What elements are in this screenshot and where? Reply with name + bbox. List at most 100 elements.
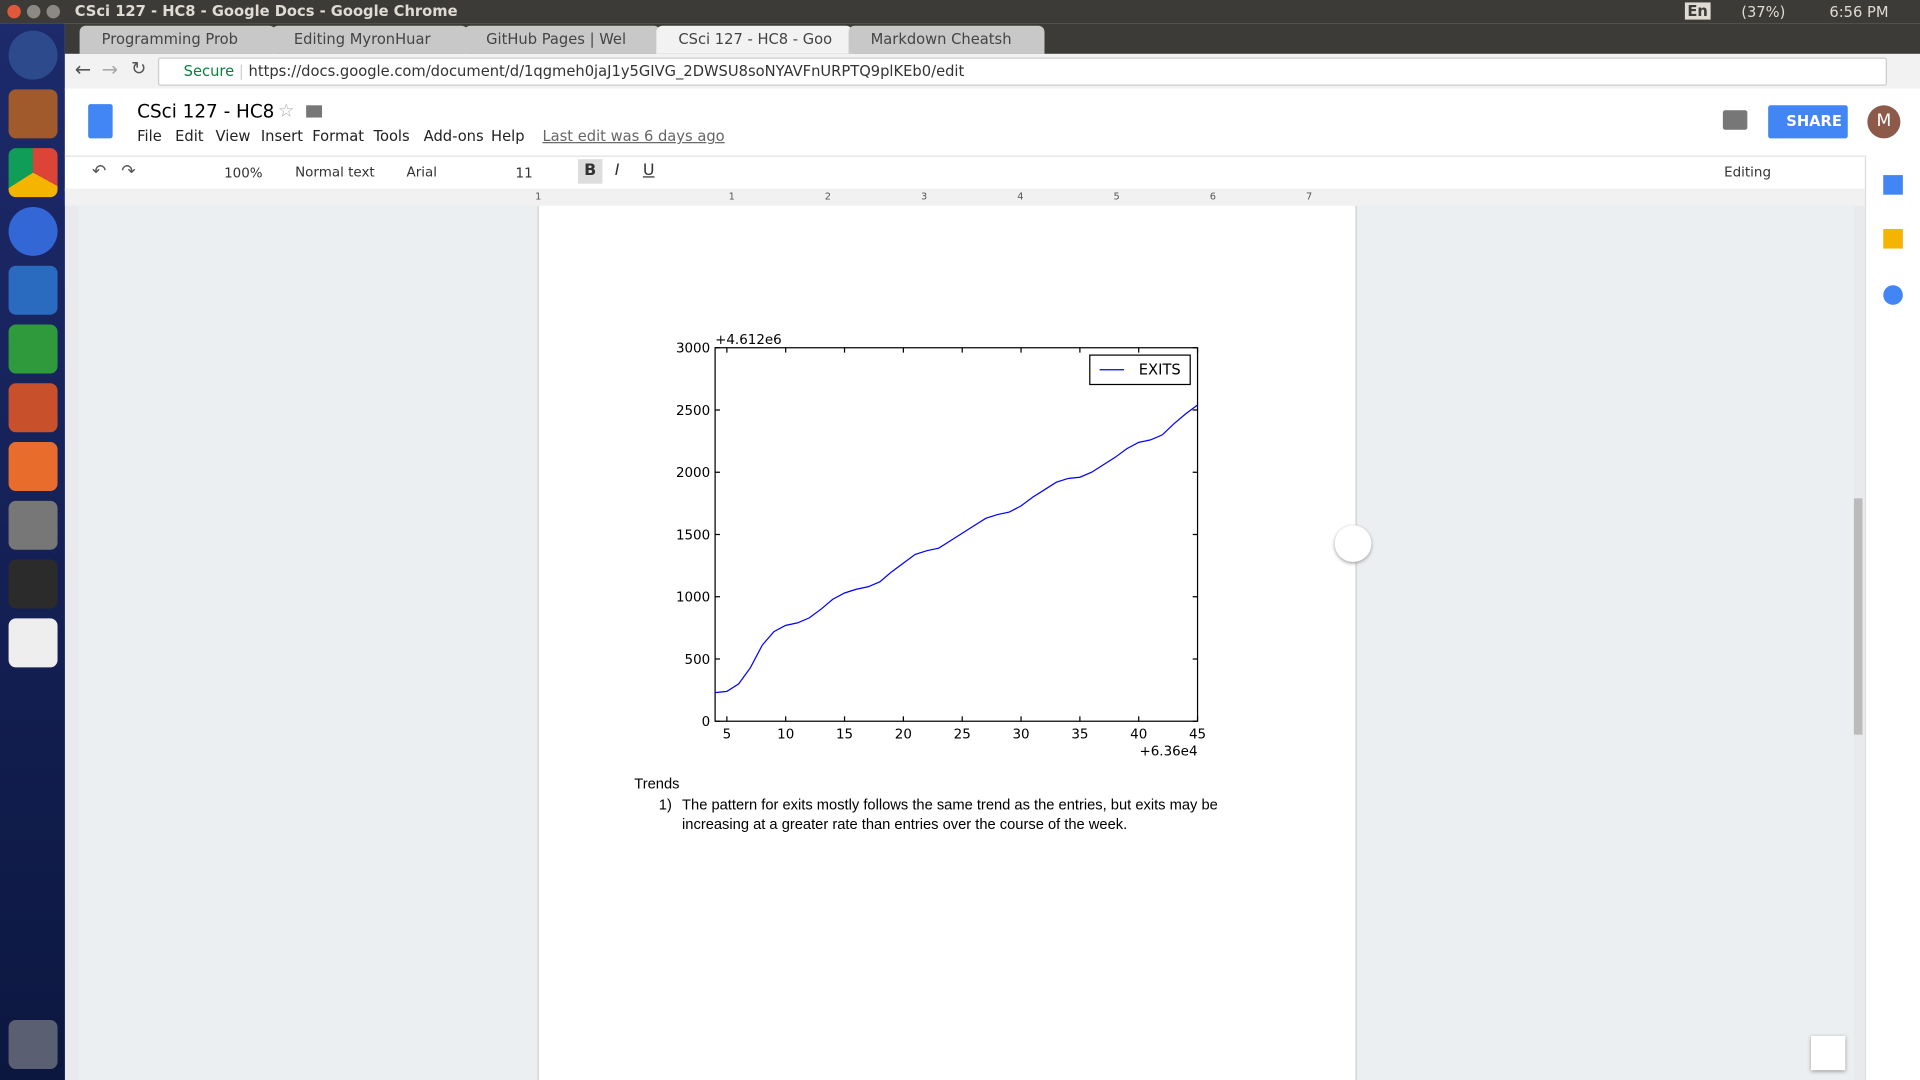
menu-item[interactable]: File bbox=[137, 127, 162, 145]
x-offset-label: +6.36e4 bbox=[1139, 745, 1197, 760]
tab[interactable]: CSci 127 - HC8 - Goo bbox=[656, 25, 853, 54]
back-button[interactable]: ← bbox=[74, 57, 92, 81]
omnibox[interactable]: Secure | https://docs.google.com/documen… bbox=[157, 57, 1887, 86]
calendar-icon[interactable] bbox=[1883, 175, 1903, 195]
legend-label: EXITS bbox=[1139, 362, 1181, 379]
chart: 0 500 1000 1500 2000 2500 3000 5 10 15 20 25 30 35 40 4… bbox=[676, 333, 1206, 760]
heading: Trends bbox=[634, 775, 680, 793]
menu-item[interactable]: Tools bbox=[373, 127, 410, 145]
calc-icon[interactable] bbox=[8, 324, 58, 374]
maximize-button[interactable] bbox=[46, 4, 60, 19]
x-tick-label: 25 bbox=[954, 727, 971, 742]
minimize-button[interactable] bbox=[26, 4, 41, 19]
ruler-label: 1 bbox=[535, 191, 542, 203]
avatar[interactable]: M bbox=[1867, 105, 1901, 139]
url: https://docs.google.com/document/d/1qgme… bbox=[248, 62, 965, 80]
tab[interactable]: Programming Prob bbox=[79, 25, 276, 54]
italic[interactable]: I bbox=[614, 161, 620, 180]
tab-strip: Programming Prob Editing MyronHuar GitHub … bbox=[64, 23, 1920, 54]
impress-icon[interactable] bbox=[8, 383, 58, 433]
mode-select[interactable]: Editing bbox=[1724, 164, 1771, 180]
ruler-label: 4 bbox=[1017, 191, 1024, 203]
size-select[interactable]: 11 bbox=[515, 165, 533, 182]
underline[interactable]: U bbox=[642, 161, 655, 180]
y-tick-label: 3000 bbox=[676, 342, 710, 357]
settings-icon[interactable] bbox=[8, 500, 58, 550]
forward-button[interactable]: → bbox=[101, 57, 119, 81]
font-select[interactable]: Arial bbox=[406, 164, 438, 180]
comments-icon[interactable] bbox=[1722, 110, 1748, 130]
secure-label: Secure bbox=[183, 62, 235, 80]
side-panel bbox=[1864, 155, 1920, 1080]
dash-icon[interactable] bbox=[8, 30, 58, 80]
x-tick-label: 45 bbox=[1189, 727, 1206, 742]
tab[interactable]: Editing MyronHuar bbox=[271, 25, 468, 54]
menu-item[interactable]: Insert bbox=[260, 127, 303, 145]
explore-button[interactable] bbox=[1811, 1035, 1846, 1071]
y-tick-label: 1000 bbox=[676, 591, 710, 606]
x-tick-label: 30 bbox=[1012, 727, 1029, 742]
last-edit[interactable]: Last edit was 6 days ago bbox=[542, 127, 725, 145]
style-select[interactable]: Normal text bbox=[295, 164, 375, 180]
battery[interactable]: (37%) bbox=[1741, 3, 1786, 21]
window-title: CSci 127 - HC8 - Google Docs - Google Ch… bbox=[74, 2, 458, 20]
redo[interactable]: ↷ bbox=[121, 161, 136, 182]
menu-item[interactable]: Format bbox=[312, 127, 365, 145]
amazon-icon[interactable] bbox=[8, 618, 58, 668]
clock[interactable]: 6:56 PM bbox=[1829, 3, 1889, 21]
address-bar: ← → ↻ Secure | https://docs.google.com/d… bbox=[64, 53, 1920, 90]
doc-title[interactable]: CSci 127 - HC8 bbox=[137, 100, 275, 123]
chromium-icon[interactable] bbox=[8, 206, 58, 256]
language[interactable]: En bbox=[1684, 2, 1711, 20]
terminal-icon[interactable] bbox=[8, 559, 58, 609]
menu-item[interactable]: Help bbox=[491, 127, 525, 145]
ruler-label: 1 bbox=[728, 191, 735, 203]
tasks-icon[interactable] bbox=[1883, 285, 1903, 305]
bold[interactable]: B bbox=[577, 159, 603, 184]
reload-button[interactable]: ↻ bbox=[131, 57, 147, 80]
y-tick-label: 0 bbox=[702, 715, 711, 730]
x-tick-label: 40 bbox=[1130, 727, 1147, 742]
x-tick-label: 5 bbox=[723, 727, 732, 742]
trash-icon[interactable] bbox=[8, 1020, 58, 1069]
tab[interactable]: GitHub Pages | Wel bbox=[464, 25, 660, 54]
close-button[interactable] bbox=[7, 4, 21, 19]
share-button[interactable]: SHARE bbox=[1768, 105, 1848, 139]
list-marker: 1) bbox=[658, 795, 672, 814]
menu-item[interactable]: Edit bbox=[175, 127, 204, 145]
toolbar: ↶ ↷ 100% Normal text Arial 11 B I U Edit… bbox=[64, 155, 1865, 192]
ruler-label: 6 bbox=[1209, 191, 1217, 203]
launcher bbox=[0, 23, 65, 1080]
x-tick-label: 20 bbox=[895, 727, 912, 742]
list-text: The pattern for exits mostly follows the… bbox=[682, 795, 1218, 833]
keep-icon[interactable] bbox=[1883, 228, 1903, 249]
undo[interactable]: ↶ bbox=[91, 161, 107, 182]
add-comment[interactable] bbox=[1334, 525, 1372, 563]
writer-icon[interactable] bbox=[8, 265, 58, 315]
x-tick-label: 10 bbox=[777, 727, 794, 742]
docs-header: CSci 127 - HC8 ☆ Last edit was 6 days ag… bbox=[64, 88, 1920, 156]
zoom[interactable]: 100% bbox=[224, 165, 263, 182]
folder-icon[interactable] bbox=[306, 105, 323, 118]
ruler-label: 3 bbox=[921, 191, 928, 203]
plot-area bbox=[714, 347, 1199, 722]
menu-item[interactable]: Add-ons bbox=[423, 127, 484, 145]
tab[interactable]: Markdown Cheatsh bbox=[848, 25, 1045, 54]
ruler: 1 1 2 3 4 5 6 7 bbox=[64, 188, 1865, 206]
x-tick-label: 35 bbox=[1071, 727, 1088, 742]
y-tick-label: 2000 bbox=[676, 466, 710, 481]
series-line bbox=[715, 404, 1198, 694]
files-icon[interactable] bbox=[8, 89, 58, 139]
software-icon[interactable] bbox=[8, 442, 58, 492]
star-icon[interactable]: ☆ bbox=[277, 99, 295, 122]
top-bar: CSci 127 - HC8 - Google Docs - Google Ch… bbox=[0, 0, 1920, 24]
menu-item[interactable]: View bbox=[215, 127, 251, 145]
scrollbar[interactable] bbox=[1853, 498, 1863, 735]
docs-logo[interactable] bbox=[88, 104, 113, 139]
ruler-label: 7 bbox=[1306, 191, 1313, 203]
chrome-icon[interactable] bbox=[8, 148, 58, 198]
share-label: SHARE bbox=[1786, 112, 1842, 130]
x-tick-label: 15 bbox=[836, 727, 853, 742]
